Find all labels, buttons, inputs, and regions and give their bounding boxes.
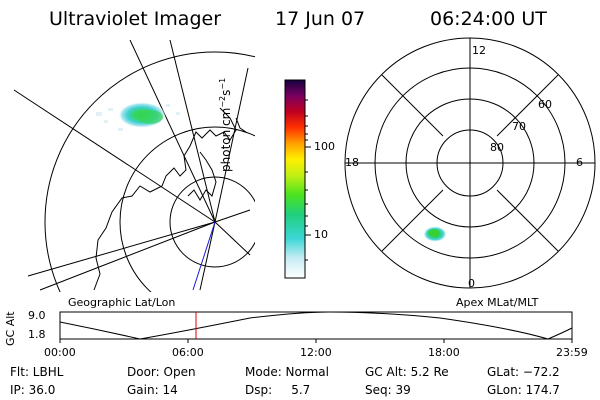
page-title: Ultraviolet Imager [49,8,222,30]
time-tick: 12:00 [300,346,332,359]
geographic-map [13,40,255,292]
meridian [214,209,251,223]
coastline [187,151,217,201]
polar-diagonal [381,189,444,252]
meridian [27,221,216,277]
lat-circle [169,176,255,268]
meridian [214,221,251,256]
meridian [199,221,216,291]
altitude-ylabel: GC Alt [4,311,17,346]
meridian [129,40,216,223]
scatter-pixels [96,104,180,131]
meridian [13,89,216,223]
polar-diagonal [381,74,444,137]
filter-info: Flt: LBHL [10,365,64,379]
colorbar-tick-100: 100 [314,140,335,153]
polar-diagonal [496,189,559,252]
meridian [214,67,249,223]
altitude-curve [59,311,573,340]
time-tick: 23:59 [556,346,588,359]
polar-plot [344,37,596,289]
meridian [169,40,216,223]
aurora-core-geo [137,110,163,124]
date-label: 17 Jun 07 [275,8,366,30]
time-tick: 00:00 [44,346,76,359]
glat-info: GLat: −72.2 [487,365,560,379]
altitude-ytick-low: 1.8 [28,328,46,341]
time-tick: 18:00 [428,346,460,359]
aurora-core-polar [428,229,440,237]
lat-80-label: 80 [490,141,504,154]
orbit-track [192,221,216,291]
glon-info: GLon: 174.7 [487,383,560,397]
colorbar [284,79,306,279]
colorbar-unit-label: photon cm−2s−1 [218,77,233,172]
door-info: Door: Open [127,365,196,379]
time-tick: 06:00 [172,346,204,359]
ip-info: IP: 36.0 [10,383,56,397]
coastline [235,117,247,133]
mlt-0-label: 0 [468,277,475,290]
geographic-frame-label: Geographic Lat/Lon [68,296,176,309]
lat-60-label: 60 [538,98,552,111]
lat-circle [44,51,255,292]
coastline [93,107,237,291]
lat-70-label: 70 [512,120,526,133]
dsp-info: Dsp: 5.7 [245,383,311,397]
altitude-ticks [59,339,573,343]
mlt-12-label: 12 [472,44,486,57]
seq-info: Seq: 39 [365,383,411,397]
gcalt-info: GC Alt: 5.2 Re [365,365,449,379]
colorbar-ticks [305,99,311,261]
polar-diagonal [496,74,559,137]
gain-info: Gain: 14 [127,383,178,397]
mlt-6-label: 6 [576,156,583,169]
altitude-ytick-high: 9.0 [28,309,46,322]
time-label: 06:24:00 UT [430,8,547,30]
mlt-18-label: 18 [345,156,359,169]
colorbar-tick-10: 10 [314,228,328,241]
altitude-plot-frame [59,311,573,340]
meridian [39,221,216,291]
mode-info: Mode: Normal [245,365,329,379]
lat-circle [119,126,255,292]
apex-frame-label: Apex MLat/MLT [456,296,539,309]
